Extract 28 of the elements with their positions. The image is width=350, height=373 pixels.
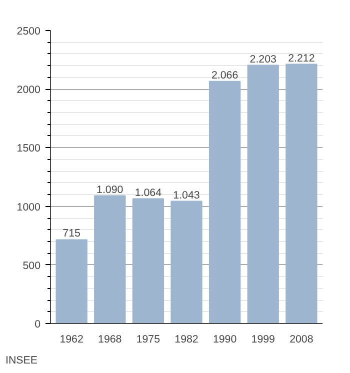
x-tick-label: 1990 (212, 334, 237, 346)
data-label: 1.090 (96, 184, 124, 196)
bar (94, 195, 126, 324)
data-label: 1.043 (173, 189, 200, 202)
data-label: 2.212 (288, 52, 315, 64)
data-label: 1.064 (134, 186, 162, 199)
bar (132, 198, 164, 324)
y-tick-label: 0 (34, 318, 41, 330)
data-label: 715 (62, 228, 81, 240)
y-tick-label: 1000 (16, 201, 41, 214)
y-tick-label: 1500 (16, 142, 41, 155)
data-label: 2.203 (250, 53, 277, 66)
y-tick-label: 500 (22, 260, 41, 272)
data-label: 2.066 (211, 69, 238, 82)
bar (286, 64, 318, 324)
bar (170, 200, 202, 324)
x-tick-label: 1962 (60, 334, 84, 346)
x-tick-label: 1975 (136, 334, 160, 346)
x-tick-label: 2008 (290, 334, 314, 346)
x-tick-label: 1982 (174, 334, 198, 346)
text: INSEE (6, 354, 38, 366)
bar (247, 64, 279, 324)
x-tick-label: 1968 (98, 334, 122, 346)
bar (56, 239, 88, 324)
x-tick-label: 1999 (251, 334, 276, 346)
y-tick-label: 2000 (16, 84, 41, 96)
y-tick-label: 2500 (16, 26, 41, 38)
bar (208, 80, 241, 324)
